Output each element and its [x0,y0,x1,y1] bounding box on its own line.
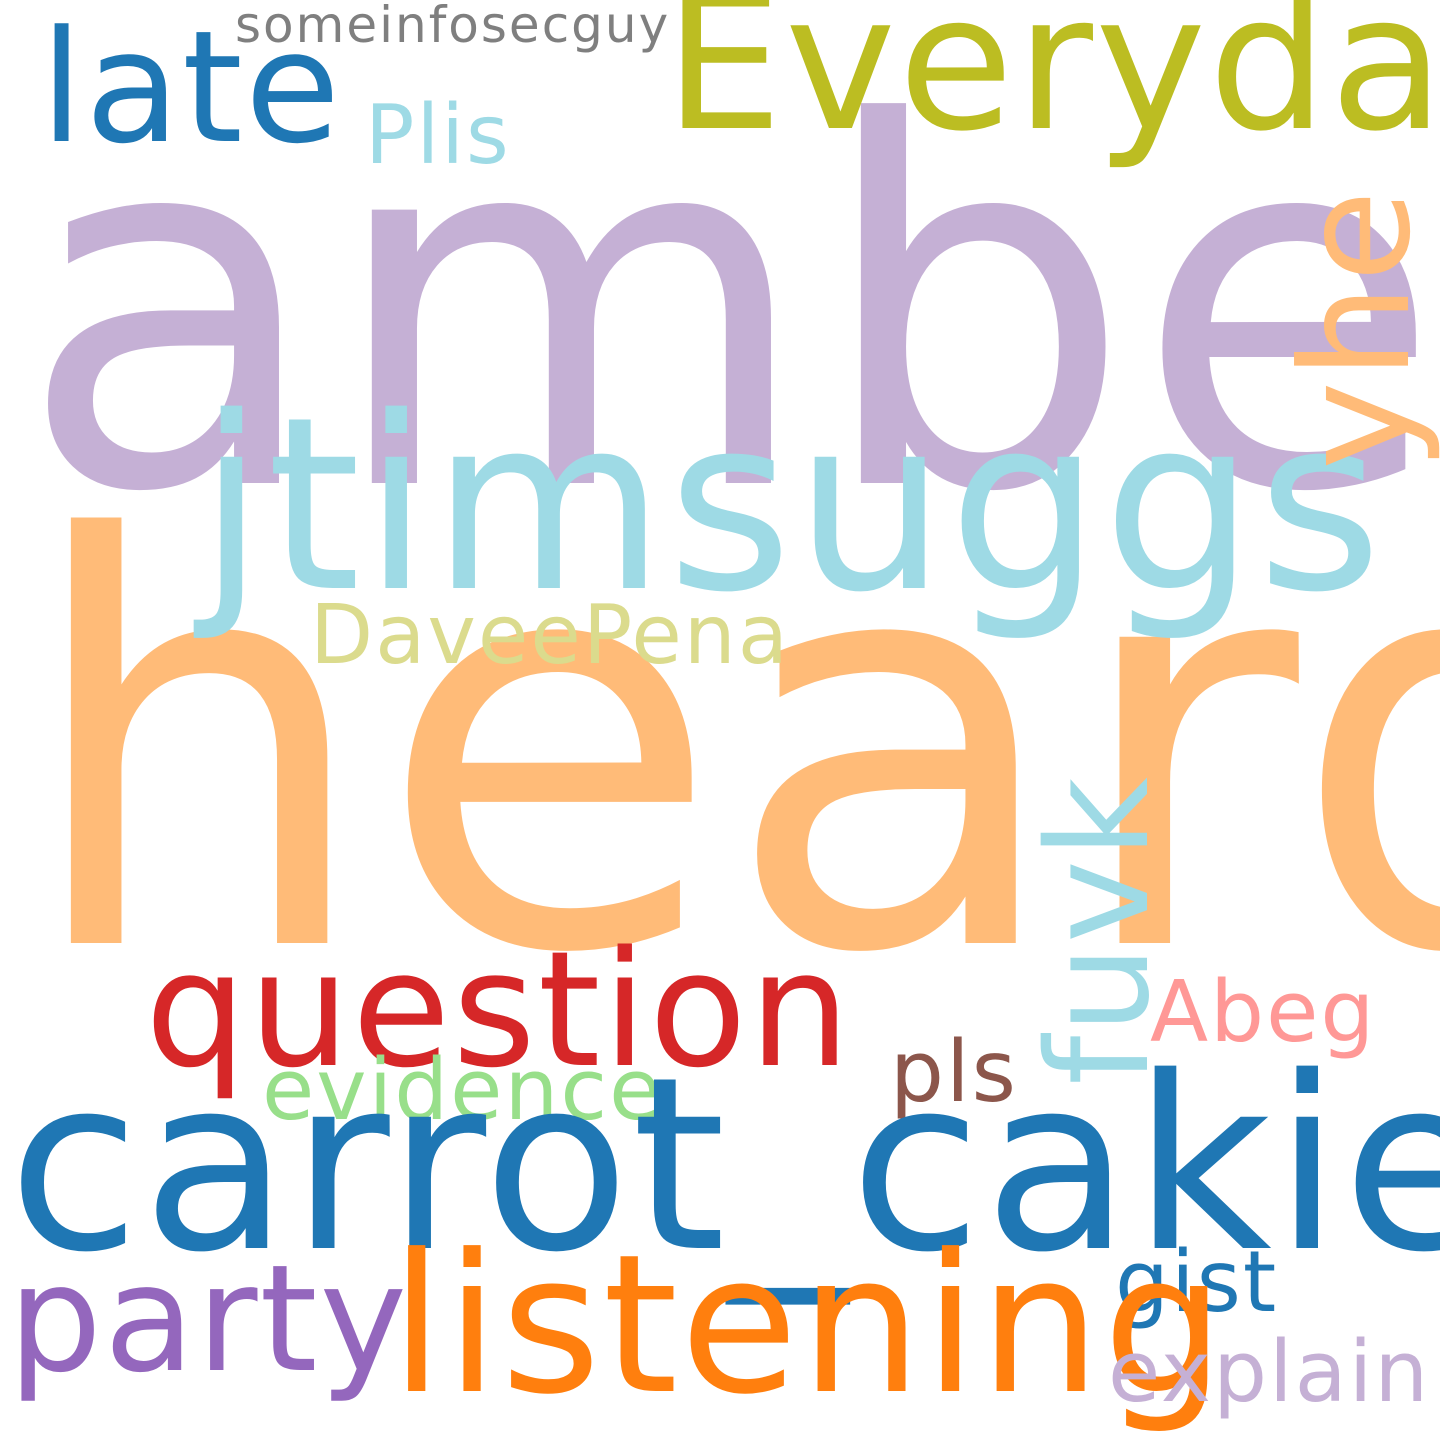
word-gist: gist [1115,1233,1279,1332]
word-daveepena: DaveePena [310,588,791,683]
word-yhe: yhe [1270,187,1440,470]
word-late: late [40,0,343,178]
word-plis: Plis [365,88,511,183]
word-jtimsuggs: jtimsuggs [198,365,1385,645]
word-listening: listening [390,1214,1227,1437]
word-pls: pls [890,1023,1018,1122]
word-party: party [8,1233,410,1405]
word-carrot-cakie: carrot_cakie [8,1025,1440,1305]
word-everyday: Everyday [664,0,1440,173]
word-question: question [145,916,853,1103]
word-explain: explain [1108,1323,1431,1422]
word-evidence: evidence [262,1041,664,1140]
word-abeg: Abeg [1150,963,1377,1062]
word-amber: amber [18,19,1440,601]
word-heard: heard [20,424,1440,1076]
word-someinfosecguy: someinfosecguy [235,0,671,54]
